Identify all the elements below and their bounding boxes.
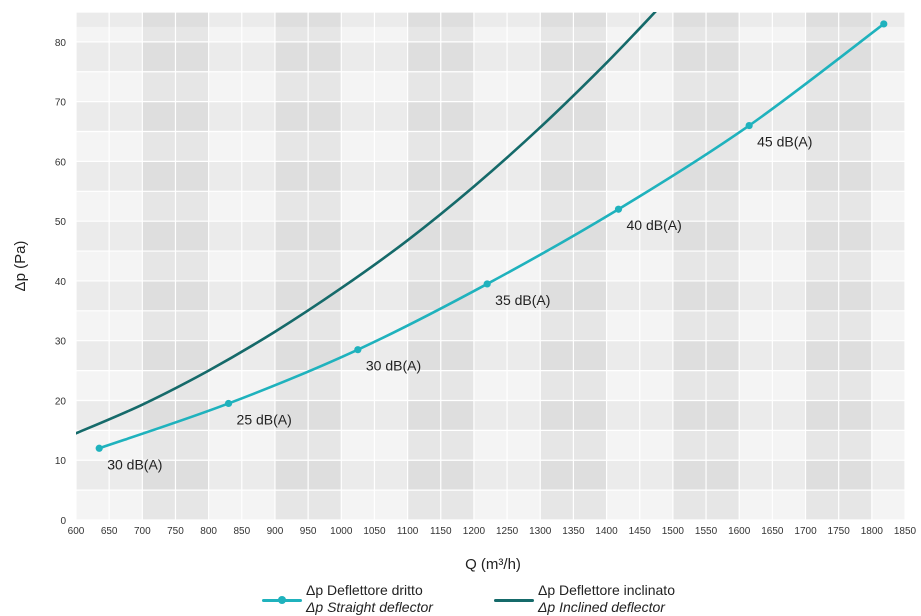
- data-point-marker: [224, 399, 233, 408]
- y-tick-label: 30: [55, 337, 67, 348]
- y-tick-label: 20: [55, 396, 67, 407]
- x-tick-label: 800: [200, 526, 217, 537]
- grid-cell: [871, 280, 905, 311]
- grid-cell: [871, 251, 905, 281]
- x-tick-label: 700: [134, 526, 151, 537]
- legend-label-inclined-en: Δp Inclined deflector: [538, 599, 665, 615]
- data-point-label: 25 dB(A): [237, 411, 292, 427]
- data-point-marker: [745, 121, 753, 130]
- x-tick-label: 1350: [562, 526, 585, 537]
- grid-cell: [871, 221, 905, 252]
- y-tick-label: 10: [55, 456, 67, 467]
- tick-labels: 600 650 700 750 800 850 900 950 1000 1050 1100 1150…: [55, 38, 917, 537]
- grid-cell: [871, 101, 905, 132]
- data-point-label: 30 dB(A): [107, 456, 162, 472]
- plot-background: [76, 12, 905, 520]
- grid-cell: [871, 460, 905, 491]
- x-tick-label: 1000: [330, 526, 353, 537]
- x-axis-label: Q (m³/h): [465, 556, 521, 573]
- x-tick-label: 900: [267, 526, 284, 537]
- grid-cell: [871, 41, 905, 72]
- legend-text-inclined: Δp Deflettore inclinato Δp Inclined defl…: [538, 582, 675, 616]
- x-tick-label: 950: [300, 526, 317, 537]
- data-point-marker: [354, 346, 362, 354]
- data-point-marker: [880, 20, 888, 28]
- x-tick-label: 600: [68, 526, 85, 537]
- grid: [75, 11, 906, 521]
- x-tick-label: 1650: [761, 526, 784, 537]
- grid-cell: [871, 131, 905, 162]
- legend-swatch-inclined: [494, 582, 534, 616]
- data-point-label: 40 dB(A): [626, 217, 681, 233]
- legend-label-inclined-it: Δp Deflettore inclinato: [538, 582, 675, 598]
- legend-item-straight: Δp Deflettore dritto Δp Straight deflect…: [262, 582, 433, 616]
- grid-cell: [871, 310, 905, 341]
- y-axis-label: Δp (Pa): [12, 241, 29, 292]
- x-tick-label: 1800: [861, 526, 884, 537]
- data-point-label: 35 dB(A): [495, 292, 550, 308]
- x-tick-label: 1050: [363, 526, 386, 537]
- legend-marker-straight: [278, 596, 286, 604]
- legend-item-inclined: Δp Deflettore inclinato Δp Inclined defl…: [494, 582, 675, 616]
- x-tick-label: 1700: [794, 526, 817, 537]
- x-tick-label: 1200: [463, 526, 486, 537]
- grid-cell: [871, 26, 905, 42]
- y-tick-label: 60: [55, 157, 67, 168]
- legend-label-straight-it: Δp Deflettore dritto: [306, 582, 423, 598]
- grid-cell: [871, 340, 905, 371]
- x-tick-label: 1450: [629, 526, 652, 537]
- grid-cell: [871, 430, 905, 461]
- data-point-label: 45 dB(A): [757, 134, 812, 150]
- x-tick-label: 1850: [894, 526, 917, 537]
- x-tick-label: 1150: [430, 526, 452, 537]
- data-point-label: 30 dB(A): [366, 358, 421, 374]
- grid-cell: [871, 191, 905, 222]
- legend-text-straight: Δp Deflettore dritto Δp Straight deflect…: [306, 582, 433, 616]
- legend-swatch-straight: [262, 582, 302, 616]
- x-tick-label: 1600: [728, 526, 751, 537]
- x-tick-label: 1300: [529, 526, 552, 537]
- legend-label-straight-en: Δp Straight deflector: [306, 599, 433, 615]
- y-tick-label: 80: [55, 38, 67, 49]
- legend-line-inclined: [494, 599, 534, 602]
- data-point-marker: [95, 444, 103, 452]
- marker-group: [95, 20, 888, 452]
- y-tick-label: 0: [60, 516, 66, 527]
- y-tick-label: 40: [55, 277, 67, 288]
- y-tick-label: 50: [55, 217, 67, 228]
- x-tick-label: 1500: [662, 526, 685, 537]
- x-tick-label: 1550: [695, 526, 718, 537]
- grid-cell: [871, 12, 905, 27]
- x-tick-label: 850: [233, 526, 250, 537]
- grid-cell: [871, 370, 905, 401]
- x-tick-label: 1750: [828, 526, 851, 537]
- legend: Δp Deflettore dritto Δp Straight deflect…: [0, 582, 921, 616]
- point-labels: 30 dB(A) 25 dB(A) 30 dB(A) 35 dB(A) 40 dB(A)…: [107, 134, 812, 473]
- grid-cell: [871, 71, 905, 102]
- x-tick-label: 1400: [595, 526, 618, 537]
- x-tick-label: 750: [167, 526, 184, 537]
- grid-cell: [871, 161, 905, 192]
- x-tick-label: 1100: [397, 526, 419, 537]
- grid-cell: [871, 400, 905, 431]
- series-line-inclined: [76, 12, 657, 435]
- data-point-marker: [614, 205, 623, 213]
- grid-cell: [871, 490, 905, 520]
- x-tick-label: 1250: [496, 526, 519, 537]
- x-tick-label: 650: [101, 526, 118, 537]
- y-tick-label: 70: [55, 98, 67, 109]
- data-point-marker: [483, 280, 491, 288]
